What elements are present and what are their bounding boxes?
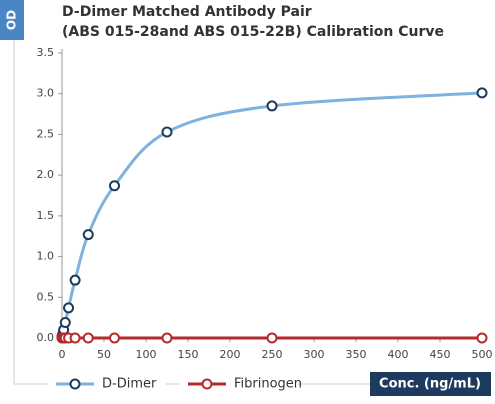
y-axis-label: OD	[5, 10, 19, 30]
x-tick-label: 50	[97, 348, 111, 361]
legend-label: Fibrinogen	[234, 377, 302, 392]
y-tick-label: 2.0	[37, 168, 55, 181]
data-point	[476, 87, 488, 99]
x-tick-label: 400	[388, 348, 409, 361]
legend-label: D-Dimer	[102, 377, 157, 392]
data-point	[161, 126, 173, 138]
data-point	[109, 332, 120, 344]
y-tick-label: 1.0	[37, 250, 55, 263]
data-point	[266, 100, 278, 112]
data-point	[69, 332, 81, 344]
data-point	[161, 332, 173, 344]
x-tick-label: 350	[346, 348, 367, 361]
data-point	[59, 317, 71, 329]
legend-bg	[180, 374, 298, 394]
y-tick-label: 2.5	[37, 127, 55, 140]
y-tick-label: 1.5	[37, 209, 55, 222]
data-point	[82, 229, 94, 241]
x-label-box	[370, 372, 491, 396]
chart-title: D-Dimer Matched Antibody Pair	[62, 4, 312, 20]
data-point	[476, 332, 488, 344]
x-tick-label: 500	[472, 348, 493, 361]
y-tick-label: 0.0	[37, 331, 55, 344]
data-point	[69, 274, 81, 286]
legend-marker	[69, 378, 81, 390]
data-point	[266, 332, 278, 344]
x-tick-label: 300	[304, 348, 325, 361]
y-label-box	[0, 0, 24, 40]
x-tick-label: 100	[136, 348, 157, 361]
x-tick-label: 450	[430, 348, 451, 361]
x-tick-label: 200	[220, 348, 241, 361]
data-point	[109, 180, 120, 192]
x-axis-label: Conc. (ng/mL)	[379, 377, 481, 392]
x-tick-label: 250	[262, 348, 283, 361]
legend-marker	[201, 378, 213, 390]
data-point	[63, 302, 75, 314]
x-tick-label: 150	[178, 348, 199, 361]
y-tick-label: 0.5	[37, 290, 55, 303]
series-line	[60, 91, 483, 337]
y-tick-label: 3.5	[37, 46, 55, 59]
chart-subtitle: (ABS 015-28and ABS 015-22B) Calibration …	[62, 24, 444, 40]
y-tick-label: 3.0	[37, 87, 55, 100]
data-point	[82, 332, 94, 344]
x-tick-label: 0	[59, 348, 66, 361]
legend-bg	[48, 374, 166, 394]
